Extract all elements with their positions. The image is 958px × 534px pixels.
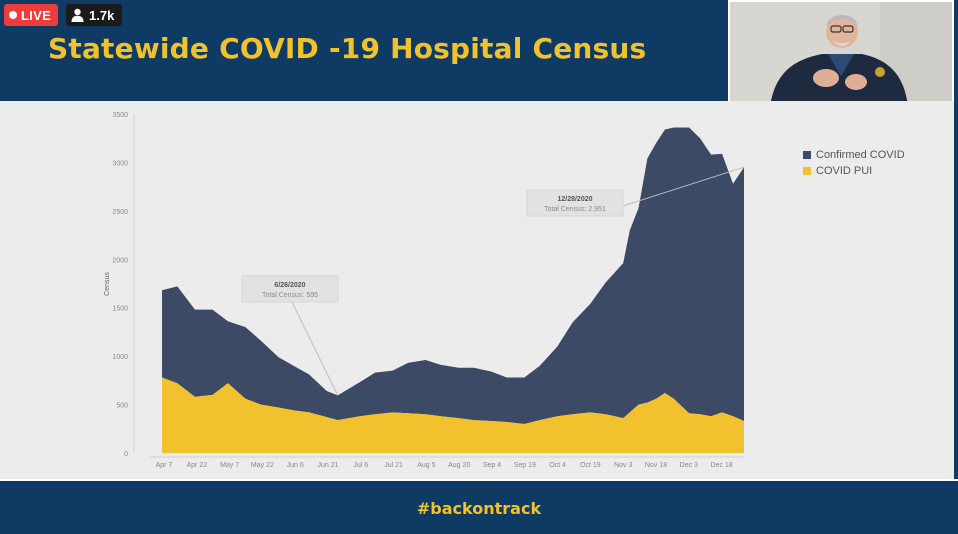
y-tick-label: 2000 (112, 257, 128, 264)
y-tick-label: 500 (116, 403, 128, 410)
annotation-date: 6/26/2020 (274, 282, 305, 289)
chart-legend: Confirmed COVID COVID PUI (803, 147, 905, 179)
x-tick-label: Sep 19 (514, 462, 536, 469)
y-axis: 0 500 1000 1500 2000 2500 3000 3500 Census (104, 112, 135, 458)
x-tick-label: Oct 4 (549, 462, 566, 469)
series-confirmed-covid-area (162, 127, 744, 424)
legend-label: Confirmed COVID (816, 149, 905, 161)
x-tick-label: Oct 19 (580, 462, 601, 469)
live-label: LIVE (21, 7, 52, 23)
x-tick-label: Jul 6 (353, 462, 368, 469)
presenter-webcam (728, 0, 954, 108)
presenter-video-frame (730, 2, 952, 106)
y-tick-label: 3500 (112, 112, 128, 119)
y-axis-title: Census (104, 272, 111, 296)
x-tick-label: Jun 6 (287, 462, 304, 469)
y-tick-label: 0 (124, 451, 128, 458)
annotation-tooltip-box (241, 275, 339, 303)
x-tick-label: Dec 3 (680, 462, 698, 469)
x-tick-label: May 7 (220, 462, 239, 469)
x-tick-label: Apr 7 (156, 462, 173, 469)
annotation-leader-line (622, 166, 745, 207)
y-tick-label: 1000 (112, 354, 128, 361)
y-tick-label: 2500 (112, 209, 128, 216)
x-tick-label: Aug 20 (448, 462, 470, 469)
legend-item-pui[interactable]: COVID PUI (803, 163, 905, 179)
hospital-census-chart: 0 500 1000 1500 2000 2500 3000 3500 Census Apr 7… (104, 112, 745, 469)
annotation-total: Total Census: 595 (262, 292, 318, 299)
viewer-count-badge[interactable]: 1.7k (66, 4, 122, 26)
footer-banner: #backontrack (0, 479, 958, 534)
y-tick-label: 3000 (112, 160, 128, 167)
hashtag-text: #backontrack (416, 499, 542, 518)
y-tick-label: 1500 (112, 306, 128, 313)
annotation-leader-line (291, 301, 339, 396)
x-tick-label: Nov 18 (645, 462, 667, 469)
slide-title: Statewide COVID -19 Hospital Census (48, 32, 647, 65)
chart-panel: 0 500 1000 1500 2000 2500 3000 3500 Census Apr 7… (0, 101, 954, 479)
x-tick-label: Nov 3 (614, 462, 632, 469)
frame-edge (954, 101, 958, 479)
x-axis: Apr 7 Apr 22 May 7 May 22 Jun 6 Jun 21 Jul 6 Ju… (150, 456, 744, 469)
x-tick-label: Sep 4 (483, 462, 501, 469)
person-icon (71, 8, 84, 22)
annotation-total: Total Census: 2,951 (544, 206, 606, 213)
legend-swatch (803, 167, 811, 175)
viewer-count: 1.7k (89, 7, 115, 23)
annotation-date: 12/28/2020 (557, 196, 592, 203)
live-badge: LIVE (4, 4, 58, 26)
x-tick-label: Dec 18 (711, 462, 733, 469)
x-tick-label: Jul 21 (384, 462, 403, 469)
legend-label: COVID PUI (816, 165, 873, 177)
x-tick-label: Apr 22 (186, 462, 207, 469)
annotation-tooltip-box (526, 189, 624, 217)
x-tick-label: Jun 21 (317, 462, 338, 469)
x-tick-label: Aug 5 (417, 462, 435, 469)
area-series (162, 127, 744, 453)
live-dot-icon (9, 11, 17, 19)
legend-item-confirmed[interactable]: Confirmed COVID (803, 147, 905, 163)
series-covid-pui-area (162, 377, 744, 453)
legend-swatch (803, 151, 811, 159)
x-tick-label: May 22 (251, 462, 274, 469)
annotations: 6/26/2020 Total Census: 595 12/28/2020 Tota… (241, 166, 745, 396)
